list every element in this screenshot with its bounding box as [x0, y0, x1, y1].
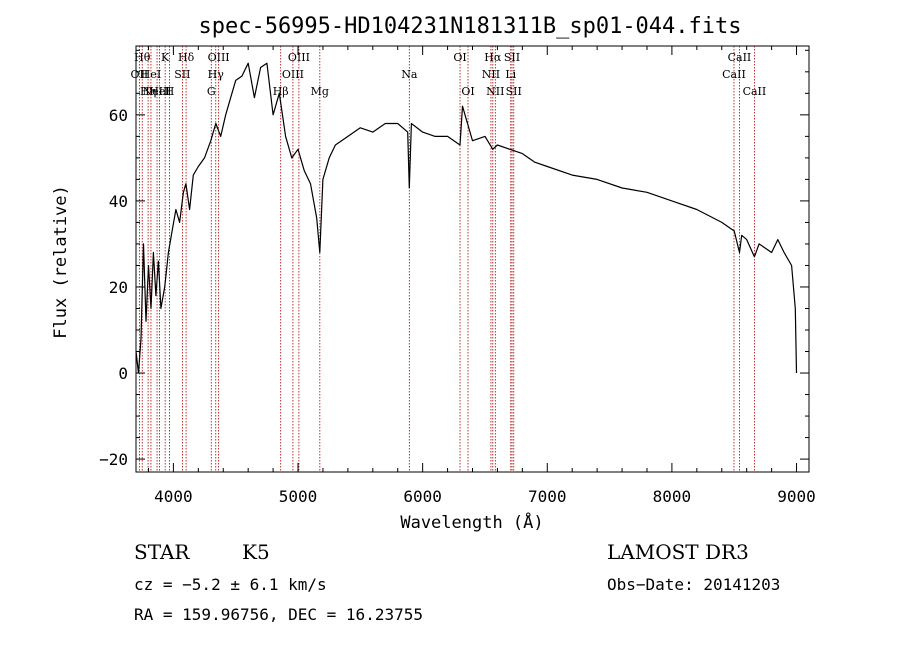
object-class: STAR — [134, 540, 190, 564]
y-tick-label: 40 — [109, 192, 128, 211]
marker-label-oi: OI — [461, 85, 474, 98]
marker-label-hβ: Hβ — [273, 85, 289, 98]
spectrum-series-line — [135, 62, 798, 374]
plot-frame — [135, 45, 810, 473]
marker-label-oiii: OIII — [208, 51, 230, 64]
marker-label-hδ: Hδ — [178, 51, 195, 64]
x-axis-ticks: 4000 5000 6000 7000 8000 9000 — [147, 46, 816, 506]
object-subclass: K5 — [242, 540, 270, 564]
y-tick-label: 20 — [109, 278, 128, 297]
y-tick-label: 60 — [109, 106, 128, 125]
y-axis-label: Flux (relative) — [51, 185, 71, 339]
x-tick-label: 5000 — [279, 487, 318, 506]
marker-label-nii: NII — [482, 68, 500, 81]
marker-label-oiii: OIII — [282, 68, 304, 81]
marker-label-oii: OII — [131, 68, 149, 81]
marker-label-hei: HeI — [149, 85, 169, 98]
marker-label-sii: SII — [504, 51, 520, 64]
obs-date: Obs−Date: 20141203 — [607, 575, 780, 594]
coordinates: RA = 159.96756, DEC = 16.23755 — [134, 605, 423, 624]
x-tick-label: 6000 — [403, 487, 442, 506]
marker-label-sii: SII — [174, 68, 190, 81]
line-marker-labels: OIIHθHηHeINeIIIHeIKHSIIHδGHγOIIIHβOIIIOI… — [131, 51, 767, 98]
marker-label-na: Na — [401, 68, 418, 81]
y-tick-label: 0 — [118, 364, 128, 383]
marker-label-caii: CaII — [722, 68, 746, 81]
marker-label-sii: SII — [506, 85, 522, 98]
marker-label-li: Li — [505, 68, 516, 81]
marker-label-hη: Hη — [140, 85, 156, 98]
x-tick-label: 8000 — [653, 487, 692, 506]
x-tick-label: 4000 — [154, 487, 193, 506]
line-markers — [138, 46, 755, 472]
redshift-text: cz = −5.2 ± 6.1 km/s — [134, 575, 327, 594]
marker-label-caii: CaII — [728, 51, 752, 64]
marker-label-neiii: NeIII — [142, 85, 171, 98]
marker-label-h: H — [165, 85, 175, 98]
y-tick-label: −20 — [99, 450, 128, 469]
y-axis-ticks: −20 0 20 40 60 — [99, 49, 809, 469]
marker-label-g: G — [207, 85, 216, 98]
marker-label-caii: CaII — [743, 85, 767, 98]
marker-label-hei: HeI — [141, 68, 161, 81]
marker-label-nii: NII — [486, 85, 504, 98]
marker-label-oiii: OIII — [288, 51, 310, 64]
survey-name: LAMOST DR3 — [607, 540, 749, 564]
marker-label-hθ: Hθ — [134, 51, 151, 64]
marker-label-hα: Hα — [484, 51, 502, 64]
x-tick-label: 9000 — [777, 487, 816, 506]
marker-label-k: K — [161, 51, 170, 64]
chart-title: spec-56995-HD104231N181311B_sp01-044.fit… — [198, 14, 741, 39]
marker-label-hγ: Hγ — [208, 68, 225, 81]
marker-label-oi: OI — [453, 51, 466, 64]
x-tick-label: 7000 — [528, 487, 567, 506]
x-axis-label: Wavelength (Å) — [400, 511, 543, 533]
marker-label-mg: Mg — [311, 85, 329, 98]
